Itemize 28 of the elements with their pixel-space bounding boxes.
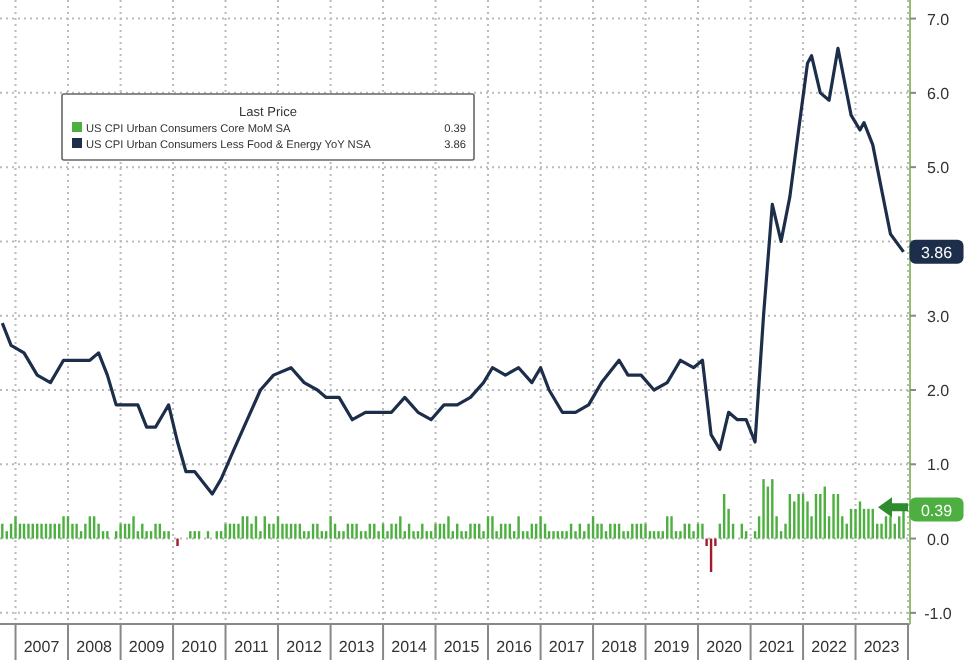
x-tick-label: 2008: [76, 638, 114, 656]
y-tick-label: 0.0: [926, 530, 951, 549]
x-tick-label: 2023: [863, 638, 901, 656]
x-tick-label: 2019: [653, 638, 691, 656]
y-tick-label: 2.0: [926, 382, 951, 400]
line-series: [0, 46, 906, 496]
y-tick-label: 1.0: [926, 456, 951, 475]
x-tick-label: 2015: [443, 638, 481, 656]
x-tick-label: 2013: [338, 638, 376, 656]
x-tick-label: 2010: [181, 638, 218, 656]
x-tick-label: 2009: [128, 638, 166, 656]
y-tick-label: 3.0: [926, 307, 951, 326]
y-tick-label: 7.0: [926, 10, 951, 29]
x-tick-label: 2011: [234, 638, 270, 656]
x-tick-label: 2022: [811, 638, 848, 656]
x-tick-label: 2012: [286, 638, 324, 656]
x-tick-label: 2016: [496, 638, 534, 656]
y-tick-label: -1.0: [924, 604, 953, 623]
x-tick-label: 2021: [758, 638, 796, 656]
annotation: 0.39: [920, 501, 954, 520]
annotation: 3.86: [920, 243, 954, 262]
x-tick-label: 2014: [391, 638, 428, 656]
x-tick-label: 2007: [23, 638, 61, 656]
y-tick-label: 6.0: [926, 84, 951, 103]
x-tick-label: 2018: [601, 638, 638, 656]
y-tick-label: 5.0: [926, 159, 951, 178]
x-tick-label: 2020: [706, 638, 744, 656]
x-tick-label: 2017: [548, 638, 586, 656]
